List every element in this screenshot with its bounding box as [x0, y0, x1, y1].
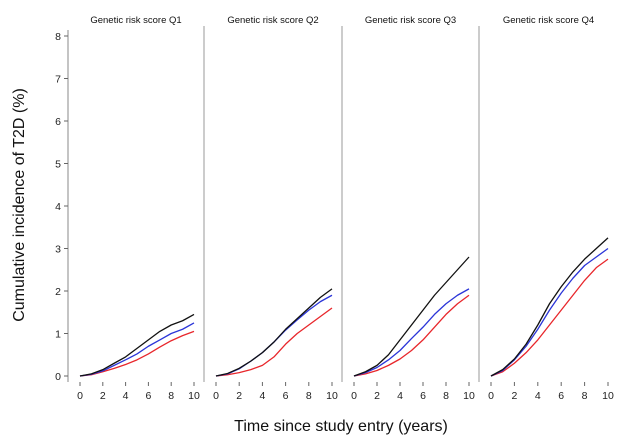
x-tick-label: 0 — [488, 390, 494, 402]
series-line-blue — [490, 247, 609, 377]
series-line-blue — [353, 288, 470, 377]
y-tick-label: 5 — [55, 159, 61, 171]
x-tick-label: 2 — [236, 390, 242, 402]
x-tick-label: 2 — [511, 390, 517, 402]
x-tick-label: 4 — [535, 390, 541, 402]
series-line-black — [79, 313, 195, 377]
y-tick-label: 8 — [55, 31, 61, 43]
x-tick-label: 8 — [582, 390, 588, 402]
panel-1: Genetic risk score Q1 0 2 4 6 8 10 — [77, 15, 205, 402]
x-tick-label: 6 — [283, 390, 289, 402]
x-tick-label: 10 — [602, 390, 614, 402]
x-tick-label: 6 — [145, 390, 151, 402]
panel-title: Genetic risk score Q4 — [503, 15, 594, 26]
x-tick-label: 2 — [374, 390, 380, 402]
y-tick-label: 0 — [55, 371, 61, 383]
x-tick-label: 0 — [351, 390, 357, 402]
panel-title: Genetic risk score Q2 — [227, 15, 318, 26]
series-line-blue — [79, 322, 195, 377]
series-line-blue — [215, 294, 333, 377]
y-axis-label: Cumulative incidence of T2D (%) — [11, 88, 28, 322]
y-tick-label: 2 — [55, 286, 61, 298]
x-tick-label: 2 — [100, 390, 106, 402]
x-tick-label: 0 — [77, 390, 83, 402]
y-tick-label: 6 — [55, 116, 61, 128]
series-line-red — [353, 294, 470, 377]
x-tick-label: 4 — [397, 390, 403, 402]
panel-title: Genetic risk score Q3 — [365, 15, 456, 26]
x-tick-label: 4 — [123, 390, 129, 402]
x-tick-label: 10 — [463, 390, 475, 402]
series-line-red — [490, 258, 609, 377]
series-line-black — [215, 288, 333, 377]
x-tick-label: 6 — [420, 390, 426, 402]
x-tick-label: 10 — [188, 390, 200, 402]
x-tick-label: 8 — [168, 390, 174, 402]
panel-3: Genetic risk score Q3 0 2 4 6 8 10 — [351, 15, 480, 402]
series-line-red — [79, 330, 195, 377]
y-tick-label: 7 — [55, 74, 61, 86]
panel-2: Genetic risk score Q2 0 2 4 6 8 10 — [213, 15, 343, 402]
x-tick-label: 8 — [306, 390, 312, 402]
panel-title: Genetic risk score Q1 — [90, 15, 181, 26]
y-tick-label: 3 — [55, 244, 61, 256]
y-tick-label: 1 — [55, 329, 61, 341]
panel-4: Genetic risk score Q4 0 2 4 6 8 10 — [488, 15, 614, 402]
x-tick-label: 6 — [558, 390, 564, 402]
x-tick-label: 10 — [326, 390, 338, 402]
y-tick-label: 4 — [55, 201, 61, 213]
x-tick-label: 4 — [259, 390, 265, 402]
x-axis-label: Time since study entry (years) — [234, 418, 448, 435]
x-tick-label: 0 — [213, 390, 219, 402]
series-line-red — [215, 307, 333, 377]
x-tick-label: 8 — [443, 390, 449, 402]
series-line-black — [490, 237, 609, 377]
series-line-black — [353, 256, 470, 377]
